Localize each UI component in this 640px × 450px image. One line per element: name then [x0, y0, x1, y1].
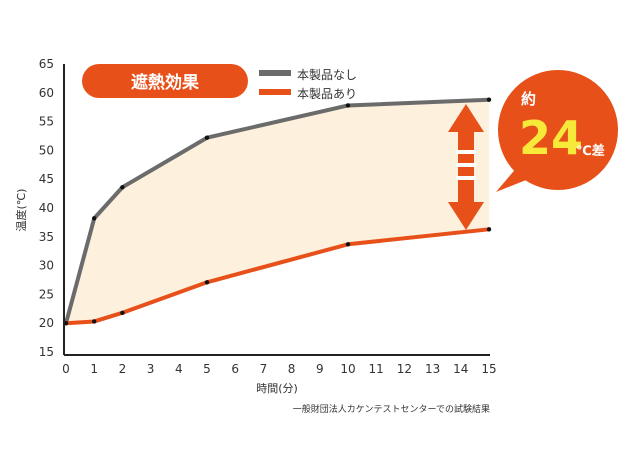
- y-tick-label: 25: [39, 287, 54, 301]
- y-tick-label: 30: [39, 259, 54, 273]
- y-tick-label: 55: [39, 115, 54, 129]
- data-point-without-product: [120, 185, 125, 190]
- x-tick-label: 11: [369, 362, 384, 376]
- x-tick-label: 1: [90, 362, 98, 376]
- data-point-without-product: [486, 97, 492, 102]
- chart-title: 遮熱効果: [131, 72, 199, 93]
- x-tick-label: 8: [288, 362, 296, 376]
- y-tick-label: 15: [39, 345, 54, 359]
- y-tick-label: 60: [39, 86, 54, 100]
- bubble-suffix: ℃差: [576, 143, 605, 159]
- y-tick-label: 35: [39, 230, 54, 244]
- legend-swatch-without: [259, 70, 291, 76]
- title-pill: 遮熱効果: [82, 64, 248, 98]
- x-tick-label: 3: [147, 362, 155, 376]
- y-tick-label: 50: [39, 143, 54, 157]
- difference-bubble: 約 24 ℃差: [496, 70, 618, 192]
- x-tick-label: 2: [119, 362, 127, 376]
- data-point-with-product: [204, 280, 210, 285]
- legend-label-without: 本製品なし: [297, 68, 357, 82]
- bubble-value: 24: [519, 111, 583, 165]
- bubble-prefix: 約: [521, 90, 536, 108]
- y-tick-label: 40: [39, 201, 54, 215]
- data-point-without-product: [204, 135, 210, 140]
- data-point-with-product: [486, 227, 492, 232]
- data-point-with-product: [345, 242, 351, 247]
- source-note: 一般財団法人カケンテストセンターでの試験結果: [293, 403, 490, 415]
- x-tick-label: 7: [260, 362, 268, 376]
- series-line-without-product: [64, 97, 491, 326]
- y-tick-label: 65: [39, 57, 54, 71]
- data-point-without-product: [345, 103, 351, 108]
- legend: 本製品なし 本製品あり: [259, 68, 357, 101]
- x-tick-label: 10: [340, 362, 355, 376]
- x-axis-title: 時間(分): [256, 382, 298, 395]
- x-tick-label: 6: [231, 362, 239, 376]
- data-point-without-product: [92, 216, 97, 221]
- series-line-with-product: [64, 227, 491, 326]
- difference-area: [66, 99, 489, 324]
- data-point-with-product: [120, 310, 125, 316]
- legend-label-with: 本製品あり: [297, 87, 357, 101]
- x-tick-label: 9: [316, 362, 324, 376]
- y-axis-title: 温度(℃): [14, 189, 28, 232]
- legend-swatch-with: [259, 89, 291, 95]
- difference-arrow: [448, 104, 484, 230]
- x-tick-label: 14: [453, 362, 468, 376]
- y-tick-label: 20: [39, 316, 54, 330]
- x-tick-label: 0: [62, 362, 70, 376]
- x-tick-label: 12: [397, 362, 412, 376]
- x-tick-label: 5: [203, 362, 211, 376]
- x-tick-label: 13: [425, 362, 440, 376]
- x-tick-label: 15: [481, 362, 496, 376]
- x-tick-label: 4: [175, 362, 183, 376]
- data-point-with-product: [92, 319, 97, 324]
- y-tick-label: 45: [39, 172, 54, 186]
